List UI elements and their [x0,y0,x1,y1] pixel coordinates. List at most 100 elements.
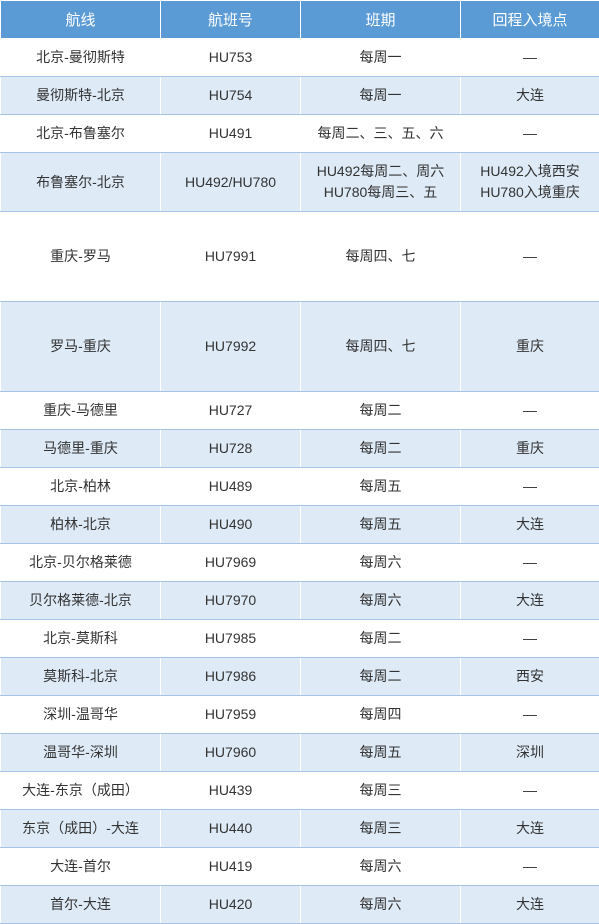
cell-flight-no: HU492/HU780 [161,153,301,212]
cell-entry-point: 重庆 [461,430,599,468]
cell-flight-no: HU7959 [161,696,301,734]
cell-entry-point: 西安 [461,658,599,696]
table-header-row: 航线 航班号 班期 回程入境点 [1,1,599,39]
cell-route: 北京-曼彻斯特 [1,39,161,77]
cell-route: 重庆-罗马 [1,212,161,302]
cell-schedule: 每周六 [301,848,461,886]
cell-entry-point: — [461,115,599,153]
cell-schedule: 每周五 [301,734,461,772]
cell-route: 布鲁塞尔-北京 [1,153,161,212]
table-row: 重庆-罗马HU7991每周四、七— [1,212,599,302]
cell-flight-no: HU489 [161,468,301,506]
cell-schedule: 每周二 [301,658,461,696]
table-row: 北京-莫斯科HU7985每周二— [1,620,599,658]
table-row: 莫斯科-北京HU7986每周二西安 [1,658,599,696]
cell-flight-no: HU7986 [161,658,301,696]
cell-flight-no: HU754 [161,77,301,115]
cell-flight-no: HU7969 [161,544,301,582]
col-flight-no: 航班号 [161,1,301,39]
cell-schedule: 每周二 [301,620,461,658]
cell-route: 温哥华-深圳 [1,734,161,772]
table-row: 贝尔格莱德-北京HU7970每周六大连 [1,582,599,620]
cell-schedule: 每周四 [301,696,461,734]
table-row: 重庆-马德里HU727每周二— [1,392,599,430]
cell-flight-no: HU491 [161,115,301,153]
cell-schedule: 每周二、三、五、六 [301,115,461,153]
cell-route: 北京-贝尔格莱德 [1,544,161,582]
table-row: 首尔-大连HU420每周六大连 [1,886,599,924]
cell-schedule: 每周二 [301,430,461,468]
cell-route: 北京-布鲁塞尔 [1,115,161,153]
cell-flight-no: HU439 [161,772,301,810]
cell-flight-no: HU7985 [161,620,301,658]
cell-entry-point: — [461,39,599,77]
cell-route: 罗马-重庆 [1,302,161,392]
cell-entry-point: — [461,696,599,734]
cell-flight-no: HU7991 [161,212,301,302]
table-row: 马德里-重庆HU728每周二重庆 [1,430,599,468]
cell-flight-no: HU727 [161,392,301,430]
cell-flight-no: HU7970 [161,582,301,620]
col-route: 航线 [1,1,161,39]
table-row: 北京-布鲁塞尔HU491每周二、三、五、六— [1,115,599,153]
cell-flight-no: HU440 [161,810,301,848]
cell-schedule: 每周五 [301,506,461,544]
cell-schedule: 每周六 [301,582,461,620]
cell-route: 莫斯科-北京 [1,658,161,696]
cell-entry-point: — [461,392,599,430]
cell-schedule: 每周一 [301,77,461,115]
cell-schedule: 每周一 [301,39,461,77]
table-row: 罗马-重庆HU7992每周四、七重庆 [1,302,599,392]
table-row: 曼彻斯特-北京HU754每周一大连 [1,77,599,115]
cell-flight-no: HU7960 [161,734,301,772]
cell-entry-point: 大连 [461,886,599,924]
cell-entry-point: — [461,544,599,582]
cell-route: 曼彻斯特-北京 [1,77,161,115]
table-row: 东京（成田）-大连HU440每周三大连 [1,810,599,848]
cell-route: 深圳-温哥华 [1,696,161,734]
cell-entry-point: — [461,468,599,506]
table-row: 北京-贝尔格莱德HU7969每周六— [1,544,599,582]
cell-route: 北京-柏林 [1,468,161,506]
cell-route: 北京-莫斯科 [1,620,161,658]
cell-flight-no: HU419 [161,848,301,886]
cell-entry-point: 重庆 [461,302,599,392]
table-row: 北京-曼彻斯特HU753每周一— [1,39,599,77]
cell-route: 大连-东京（成田） [1,772,161,810]
table-row: 布鲁塞尔-北京HU492/HU780HU492每周二、周六 HU780每周三、五… [1,153,599,212]
table-row: 温哥华-深圳HU7960每周五深圳 [1,734,599,772]
cell-schedule: 每周六 [301,544,461,582]
cell-flight-no: HU753 [161,39,301,77]
cell-schedule: 每周三 [301,772,461,810]
col-schedule: 班期 [301,1,461,39]
cell-entry-point: 大连 [461,582,599,620]
table-row: 大连-东京（成田）HU439每周三— [1,772,599,810]
cell-entry-point: 大连 [461,77,599,115]
cell-route: 重庆-马德里 [1,392,161,430]
cell-entry-point: 深圳 [461,734,599,772]
table-row: 深圳-温哥华HU7959每周四— [1,696,599,734]
cell-entry-point: HU492入境西安 HU780入境重庆 [461,153,599,212]
cell-flight-no: HU490 [161,506,301,544]
cell-schedule: 每周四、七 [301,212,461,302]
cell-schedule: 每周五 [301,468,461,506]
cell-flight-no: HU728 [161,430,301,468]
table-row: 大连-首尔HU419每周六— [1,848,599,886]
cell-entry-point: — [461,772,599,810]
cell-entry-point: — [461,212,599,302]
cell-route: 贝尔格莱德-北京 [1,582,161,620]
cell-flight-no: HU7992 [161,302,301,392]
cell-entry-point: — [461,620,599,658]
cell-route: 东京（成田）-大连 [1,810,161,848]
cell-schedule: 每周三 [301,810,461,848]
cell-schedule: HU492每周二、周六 HU780每周三、五 [301,153,461,212]
cell-route: 首尔-大连 [1,886,161,924]
cell-schedule: 每周二 [301,392,461,430]
col-entry-point: 回程入境点 [461,1,599,39]
cell-schedule: 每周四、七 [301,302,461,392]
cell-route: 大连-首尔 [1,848,161,886]
table-row: 柏林-北京HU490每周五大连 [1,506,599,544]
flight-schedule-table: 航线 航班号 班期 回程入境点 北京-曼彻斯特HU753每周一—曼彻斯特-北京H… [0,0,599,924]
cell-schedule: 每周六 [301,886,461,924]
cell-route: 柏林-北京 [1,506,161,544]
